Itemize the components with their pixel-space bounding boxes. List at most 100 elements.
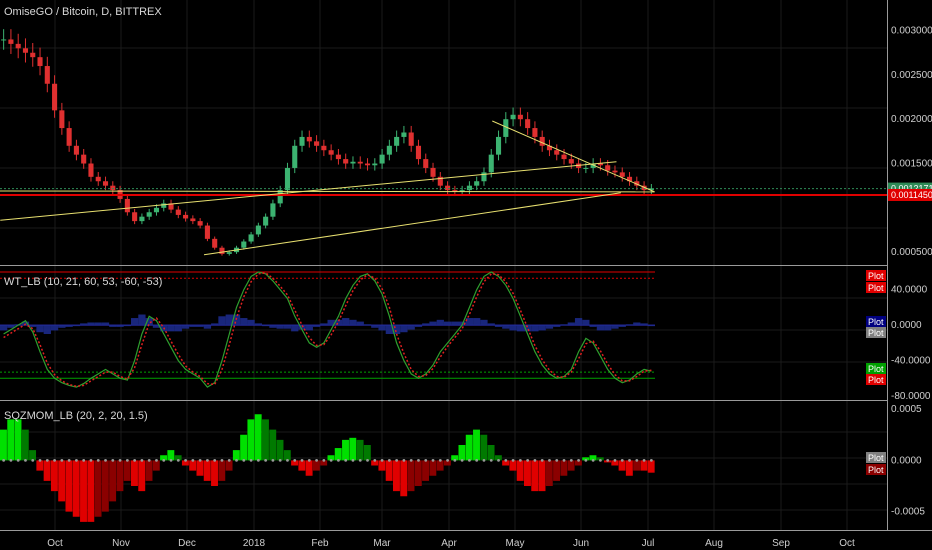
sqz-bar-52 [378, 460, 386, 471]
sqz-dot-74 [540, 458, 544, 462]
sqz-pane[interactable] [0, 414, 655, 522]
trend-line-2[interactable] [492, 120, 655, 193]
wt-tag-bg-4 [866, 363, 886, 374]
sqz-bar-25 [181, 460, 189, 466]
sqz-bar-8 [58, 460, 66, 502]
candle-body-42 [306, 136, 312, 142]
x-tick-label-0: Oct [47, 538, 63, 549]
axis-tags: 0.001217110.00114501PlotPlotPlotPlotPlot… [866, 182, 932, 475]
sqz-bar-37 [269, 429, 277, 461]
wt-tick-label-3: -80.0000 [891, 391, 931, 402]
price-pane[interactable] [0, 29, 887, 256]
sqz-dot-42 [307, 458, 311, 462]
sqz-dot-85 [620, 458, 624, 462]
candle-body-34 [248, 234, 254, 242]
sqz-bar-84 [611, 460, 619, 466]
sqz-dot-1 [9, 458, 13, 462]
wt-pane[interactable] [0, 271, 655, 388]
wt-hist-bar-36 [262, 325, 270, 327]
sqz-dot-67 [489, 458, 493, 462]
candle-body-78 [568, 159, 574, 164]
wt-hist-bar-79 [574, 318, 583, 326]
sqz-bar-46 [334, 448, 342, 461]
sqz-dot-47 [344, 458, 348, 462]
sqz-dot-83 [606, 458, 610, 462]
candle-body-35 [255, 225, 261, 235]
wt-hist-bar-43 [312, 325, 321, 327]
wt-hist-bar-44 [320, 323, 328, 326]
sqz-bar-58 [422, 460, 430, 481]
sqz-dot-88 [642, 458, 646, 462]
x-tick-label-6: Apr [441, 538, 457, 549]
candle-body-70 [510, 114, 516, 120]
wt-tag-label-1: Plot [868, 283, 884, 293]
wt-hist-bar-85 [618, 325, 626, 327]
sqz-dot-25 [184, 458, 187, 462]
candle-body-40 [292, 145, 298, 168]
sqz-dot-6 [45, 458, 49, 462]
wt-hist-bar-75 [545, 325, 554, 329]
sqz-dot-27 [198, 458, 202, 462]
sqz-dot-89 [649, 458, 653, 462]
sqz-bar-41 [298, 460, 306, 471]
candle-body-37 [270, 203, 276, 217]
sqz-dot-84 [613, 458, 617, 462]
candle-body-73 [532, 128, 538, 137]
candle-body-31 [226, 252, 232, 254]
sqz-dot-0 [2, 458, 6, 462]
sqz-bar-29 [211, 460, 218, 486]
candle-body-89 [648, 188, 654, 191]
sqz-dot-49 [358, 458, 362, 462]
wt-pane-title: WT_LB (10, 21, 60, 53, -60, -53) [4, 276, 162, 288]
sqz-bar-12 [87, 460, 95, 522]
sqz-bar-88 [640, 460, 648, 471]
sqz-dot-60 [438, 458, 442, 462]
sqz-dot-45 [329, 458, 333, 462]
candle-body-75 [546, 145, 553, 151]
candle-body-2 [15, 43, 21, 49]
price-tick-label-3: 0.00150000 [891, 159, 932, 170]
wt-hist-bar-71 [516, 325, 524, 332]
sqz-bar-60 [436, 460, 444, 471]
wt-hist-bar-31 [225, 314, 233, 326]
sqz-bar-3 [21, 429, 29, 461]
sqz-bar-21 [152, 460, 160, 471]
wt-hist-bar-83 [604, 325, 612, 331]
sqz-dot-28 [206, 458, 209, 462]
candle-body-3 [22, 48, 29, 53]
sqz-dot-15 [111, 458, 115, 462]
sqz-bar-85 [618, 460, 626, 471]
wt-hist-bar-48 [349, 319, 357, 326]
wt-tag-bg-0 [866, 270, 886, 281]
trend-line-1[interactable] [203, 192, 621, 256]
wt-histogram [0, 314, 655, 334]
sqz-dot-20 [147, 458, 151, 462]
candle-body-61 [445, 185, 451, 191]
wt-hist-bar-58 [422, 323, 430, 326]
trend-line-3[interactable] [0, 190, 655, 193]
sqz-bar-31 [225, 460, 233, 471]
sqz-dot-17 [125, 458, 129, 462]
sqz-bar-48 [349, 437, 357, 461]
trend-lines[interactable] [0, 120, 655, 256]
sqz-tick-label-1: 0.0000 [891, 455, 922, 466]
sqz-bar-20 [145, 460, 153, 481]
sqz-dot-34 [249, 458, 253, 462]
candle-body-24 [175, 209, 181, 215]
sqz-dot-77 [562, 458, 566, 462]
candle-body-69 [503, 119, 509, 137]
candle-body-18 [132, 212, 138, 222]
wt-tag-label-0: Plot [868, 271, 884, 281]
sqz-dot-4 [31, 458, 35, 462]
sqz-tick-label-2: -0.0005 [891, 507, 925, 518]
x-tick-label-9: Jul [642, 538, 655, 549]
wt-hist-bar-89 [647, 325, 655, 327]
sqz-dot-37 [271, 458, 275, 462]
candle-body-46 [335, 154, 341, 160]
sqz-dot-24 [176, 458, 180, 462]
price-tag-bg-1 [888, 188, 932, 201]
wt-hist-bar-3 [21, 321, 30, 326]
sqz-bars [0, 414, 655, 522]
sqz-bar-69 [502, 460, 510, 466]
